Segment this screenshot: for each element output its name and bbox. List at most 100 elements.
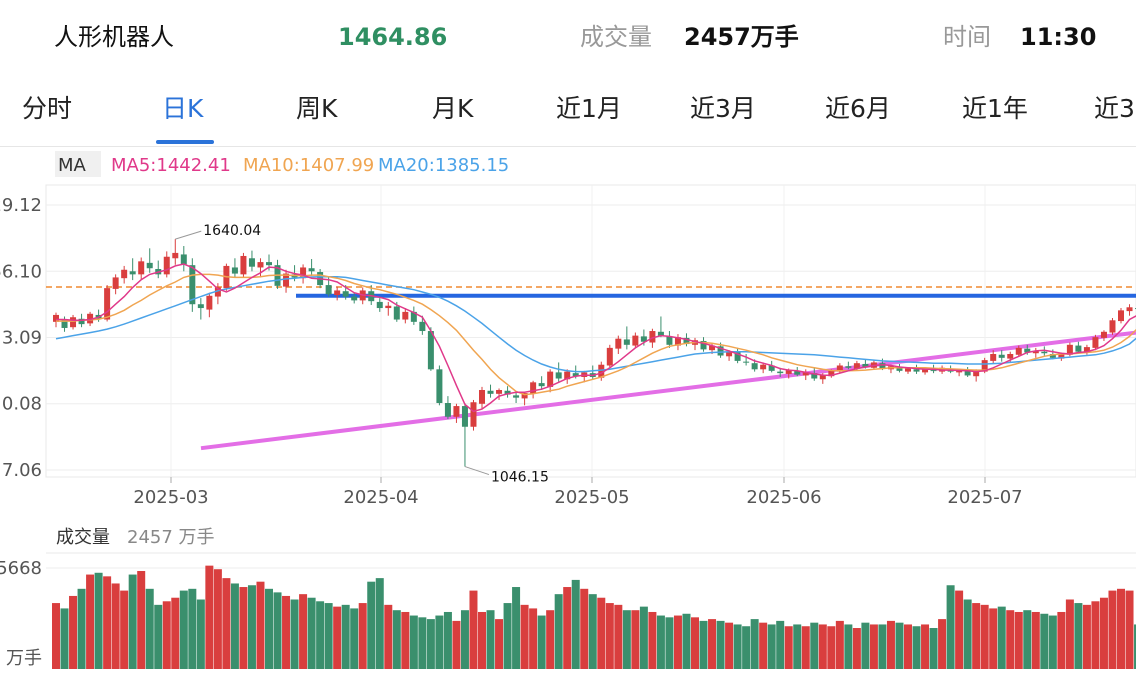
candle-body bbox=[385, 305, 392, 309]
candle-body bbox=[1007, 353, 1014, 359]
candle-body bbox=[981, 360, 988, 372]
candle-body bbox=[930, 370, 937, 372]
tab-6-month[interactable]: 近6月 bbox=[825, 94, 891, 123]
volume-bar bbox=[1134, 624, 1136, 669]
volume-bar bbox=[767, 624, 776, 669]
volume-bar bbox=[299, 594, 308, 669]
time-value: 11:30 bbox=[1020, 23, 1097, 51]
date-axis-labels: 2025-03 2025-04 2025-05 2025-06 2025-07 bbox=[133, 477, 1023, 508]
candle-body bbox=[572, 373, 579, 377]
candle-body bbox=[717, 346, 724, 356]
candle-body bbox=[632, 335, 639, 346]
ma20-line bbox=[55, 275, 1136, 373]
max-annotation-leader bbox=[175, 230, 202, 240]
ma-selector-bg bbox=[55, 151, 101, 177]
volume-bar bbox=[639, 606, 648, 669]
tab-weekly-k[interactable]: 周K bbox=[296, 94, 338, 123]
volume-bar bbox=[1014, 611, 1023, 669]
candle-body bbox=[828, 370, 835, 377]
volume-bar bbox=[673, 615, 682, 669]
volume-bar bbox=[120, 590, 129, 669]
volume-bar bbox=[486, 610, 495, 669]
volume-bar bbox=[350, 608, 359, 669]
candle-body bbox=[683, 337, 690, 345]
candle-body bbox=[351, 296, 358, 301]
min-annotation-leader bbox=[464, 466, 490, 476]
candle-body bbox=[419, 321, 426, 332]
volume-bar bbox=[69, 595, 78, 669]
candle-body bbox=[785, 370, 792, 374]
price-panel-frame bbox=[45, 184, 1136, 478]
volume-bar bbox=[469, 590, 478, 669]
volume-bar bbox=[861, 622, 870, 669]
ma5-line bbox=[56, 263, 1136, 413]
volume-label: 成交量 bbox=[580, 23, 652, 51]
volume-bar bbox=[546, 610, 555, 669]
candle-body bbox=[1066, 344, 1073, 355]
candle-body bbox=[555, 372, 562, 379]
candle-body bbox=[922, 369, 929, 373]
volume-bar bbox=[869, 624, 878, 669]
candle-body bbox=[427, 331, 434, 370]
volume-bar bbox=[179, 590, 188, 669]
volume-bar bbox=[401, 611, 410, 669]
candle-body bbox=[334, 290, 341, 296]
tab-1-year[interactable]: 近1年 bbox=[962, 94, 1028, 123]
candle-body bbox=[104, 288, 111, 320]
candle-body bbox=[879, 363, 886, 369]
candle-body bbox=[121, 269, 128, 279]
price-axis-label: 56.10 bbox=[0, 261, 42, 282]
candle-body bbox=[853, 363, 860, 369]
volume-bar bbox=[1099, 597, 1108, 669]
candle-body bbox=[487, 390, 494, 394]
volume-bar bbox=[844, 624, 853, 669]
volume-bar bbox=[86, 574, 95, 669]
volume-bar bbox=[597, 597, 606, 669]
candle-body bbox=[1109, 320, 1116, 333]
max-annotation: 1640.04 bbox=[203, 223, 261, 239]
quote-header: 人形机器人 1464.86 成交量 2457万手 时间 11:30 bbox=[0, 0, 1136, 74]
volume-bar bbox=[708, 619, 717, 669]
volume-bar bbox=[921, 624, 930, 669]
tab-3-month[interactable]: 近3月 bbox=[690, 94, 756, 123]
volume-bar bbox=[1082, 604, 1091, 669]
volume-bar bbox=[605, 603, 614, 669]
volume-bar bbox=[989, 608, 998, 669]
candle-body bbox=[1083, 347, 1090, 353]
candle-body bbox=[1024, 348, 1031, 353]
volume-bar bbox=[946, 585, 955, 669]
volume-bar bbox=[409, 615, 418, 669]
candle-body bbox=[1049, 353, 1056, 358]
volume-bar bbox=[1074, 603, 1083, 669]
ma20-legend: MA20:1385.15 bbox=[378, 155, 509, 176]
volume-bar bbox=[1040, 613, 1049, 669]
tab-1-month[interactable]: 近1月 bbox=[556, 94, 622, 123]
volume-bar bbox=[580, 588, 589, 669]
volume-bar bbox=[750, 619, 759, 669]
date-axis-label: 2025-07 bbox=[947, 487, 1022, 508]
volume-bar bbox=[716, 620, 725, 669]
tab-intraday[interactable]: 分时 bbox=[22, 94, 73, 123]
volume-bar bbox=[571, 579, 580, 669]
volume-bar bbox=[171, 597, 180, 669]
kline-chart[interactable]: MA MA5:1442.41 MA10:1407.99 MA20:1385.15… bbox=[0, 146, 1136, 680]
candle-body bbox=[896, 367, 903, 371]
candle-body bbox=[129, 271, 136, 275]
tab-3-year[interactable]: 近3 bbox=[1094, 94, 1135, 123]
volume-bar bbox=[886, 620, 895, 669]
candle-body bbox=[547, 371, 554, 387]
volume-bar bbox=[682, 613, 691, 669]
volume-bar bbox=[512, 587, 521, 669]
volume-bars bbox=[52, 565, 1136, 669]
volume-bar bbox=[852, 628, 861, 669]
ma-selector[interactable]: MA bbox=[58, 155, 87, 176]
volume-bar bbox=[452, 620, 461, 669]
volume-bar bbox=[801, 626, 810, 669]
volume-bar bbox=[733, 624, 742, 669]
tab-monthly-k[interactable]: 月K bbox=[432, 94, 474, 123]
candle-body bbox=[240, 255, 247, 275]
tab-daily-k[interactable]: 日K bbox=[162, 94, 204, 123]
candle-body bbox=[1126, 307, 1133, 312]
volume-bar bbox=[316, 601, 325, 669]
candle-body bbox=[402, 311, 409, 320]
